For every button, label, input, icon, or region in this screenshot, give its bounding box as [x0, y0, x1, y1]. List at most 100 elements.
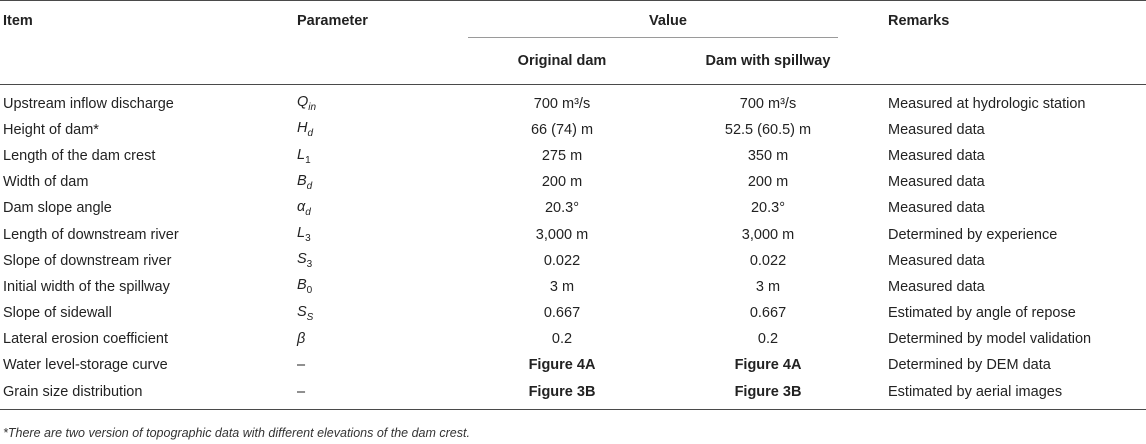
header-parameter: Parameter: [290, 0, 462, 38]
cell-item: Water level-storage curve: [3, 357, 168, 374]
parameter-subscript: d: [305, 206, 311, 218]
cell-remarks: Estimated by angle of repose: [888, 305, 1076, 322]
cell-original-dam[interactable]: Figure 4A: [528, 357, 596, 374]
parameter-symbol: S: [297, 303, 307, 320]
cell-parameter: Hd: [290, 117, 462, 143]
header-original-dam: Original dam: [462, 37, 662, 85]
parameter-subscript: 3: [305, 232, 311, 244]
cell-item: Grain size distribution: [0, 378, 290, 410]
cell-item: Slope of downstream river: [3, 252, 172, 269]
cell-remarks: Measured data: [888, 174, 985, 191]
cell-dam-with-spillway: 700 m³/s: [739, 95, 797, 112]
cell-original-dam: 0.2: [551, 331, 573, 348]
cell-item: Dam slope angle: [3, 200, 112, 217]
table-row: Grain size distribution – Figure 3B Figure …: [0, 378, 1146, 410]
parameter-symbol: β: [297, 331, 306, 348]
table-row: Dam slope angle αd 20.3° 20.3° Measured data: [0, 195, 1146, 221]
cell-item: Width of dam: [3, 174, 89, 191]
parameter-symbol: B: [297, 172, 307, 189]
cell-original-dam: 3 m: [549, 278, 575, 295]
cell-original-dam: 700 m³/s: [533, 95, 591, 112]
cell-remarks: Determined by experience: [888, 226, 1058, 243]
table-row: Slope of downstream river S3 0.022 0.022 Mea…: [0, 248, 1146, 274]
cell-parameter: SS: [290, 300, 462, 326]
parameter-symbol: Q: [297, 94, 309, 111]
cell-remarks: Determined by DEM data: [888, 357, 1051, 374]
cell-dam-with-spillway[interactable]: Figure 3B: [662, 378, 874, 410]
table-body: Upstream inflow discharge Qin 700 m³/s 700 …: [0, 84, 1146, 410]
table-row: Length of downstream river L3 3,000 m 3,000…: [0, 221, 1146, 247]
cell-item: Upstream inflow discharge: [3, 95, 174, 112]
cell-original-dam: 200 m: [541, 174, 583, 191]
parameter-symbol: L: [297, 146, 306, 163]
cell-remarks: Measured data: [888, 278, 985, 295]
cell-parameter: –: [290, 352, 462, 378]
table-row: Width of dam Bd 200 m 200 m Measured data: [0, 169, 1146, 195]
cell-original-dam[interactable]: Figure 3B: [462, 378, 662, 410]
cell-original-dam: 20.3°: [544, 200, 580, 217]
table-row: Slope of sidewall SS 0.667 0.667 Estimated b…: [0, 300, 1146, 326]
subheader-row: Original dam Dam with spillway: [0, 37, 1146, 85]
cell-original-dam: 0.022: [543, 252, 581, 269]
cell-remarks: Measured at hydrologic station: [888, 95, 1086, 112]
header-dam-with-spillway: Dam with spillway: [662, 37, 874, 85]
table-row: Upstream inflow discharge Qin 700 m³/s 700 …: [0, 84, 1146, 117]
header-value-label: Value: [649, 13, 687, 29]
subheader-blank-item: [0, 37, 290, 85]
cell-dam-with-spillway: 0.667: [749, 305, 787, 322]
parameter-symbol: L: [297, 225, 306, 242]
cell-item: Slope of sidewall: [3, 305, 112, 322]
table-row: Length of the dam crest L1 275 m 350 m Measu…: [0, 143, 1146, 169]
cell-remarks: Estimated by aerial images: [874, 378, 1146, 410]
cell-dam-with-spillway: 20.3°: [750, 200, 786, 217]
cell-parameter: Bd: [290, 169, 462, 195]
cell-parameter: –: [290, 378, 462, 410]
cell-parameter: β: [290, 326, 462, 352]
cell-parameter: L3: [290, 221, 462, 247]
subheader-blank-remarks: [874, 37, 1146, 85]
parameter-symbol: H: [297, 120, 308, 137]
cell-dam-with-spillway: 0.022: [749, 252, 787, 269]
header-remarks: Remarks: [874, 0, 1146, 38]
cell-original-dam: 66 (74) m: [530, 121, 594, 138]
header-row: Item Parameter Value Remarks: [0, 0, 1146, 38]
cell-item: Initial width of the spillway: [3, 278, 170, 295]
cell-original-dam: 275 m: [541, 147, 583, 164]
table-row: Initial width of the spillway B0 3 m 3 m Mea…: [0, 274, 1146, 300]
cell-parameter: B0: [290, 274, 462, 300]
cell-remarks: Measured data: [888, 147, 985, 164]
parameter-symbol: –: [297, 383, 306, 400]
parameter-symbol: α: [297, 198, 306, 215]
parameter-symbol: –: [297, 357, 306, 374]
header-item: Item: [0, 0, 290, 38]
header-value: Value: [462, 0, 874, 38]
parameter-subscript: S: [306, 311, 314, 323]
cell-item: Length of downstream river: [3, 226, 179, 243]
table-row: Lateral erosion coefficient β 0.2 0.2 Determ…: [0, 326, 1146, 352]
cell-parameter: S3: [290, 248, 462, 274]
cell-parameter: Qin: [290, 84, 462, 117]
parameter-subscript: d: [306, 180, 313, 192]
cell-dam-with-spillway: 350 m: [747, 147, 789, 164]
parameters-table: Item Parameter Value Remarks Original da…: [0, 0, 1146, 410]
cell-dam-with-spillway: 0.2: [757, 331, 779, 348]
cell-item: Height of dam*: [3, 121, 99, 138]
cell-parameter: L1: [290, 143, 462, 169]
table-container: Item Parameter Value Remarks Original da…: [0, 0, 1146, 410]
table-row: Height of dam* Hd 66 (74) m 52.5 (60.5) m Me…: [0, 117, 1146, 143]
parameter-subscript: 1: [305, 154, 311, 166]
cell-original-dam: 0.667: [543, 305, 581, 322]
cell-dam-with-spillway[interactable]: Figure 4A: [734, 357, 802, 374]
cell-dam-with-spillway: 3 m: [755, 278, 781, 295]
table-footnote: *There are two version of topographic da…: [3, 426, 470, 440]
parameter-subscript: in: [308, 102, 317, 114]
cell-original-dam: 3,000 m: [535, 226, 589, 243]
cell-item: Length of the dam crest: [3, 147, 156, 164]
cell-dam-with-spillway: 200 m: [747, 174, 789, 191]
cell-remarks: Measured data: [888, 121, 985, 138]
cell-item: Lateral erosion coefficient: [3, 331, 168, 348]
cell-dam-with-spillway: 52.5 (60.5) m: [724, 121, 812, 138]
parameter-subscript: d: [307, 128, 314, 140]
cell-parameter: αd: [290, 195, 462, 221]
parameter-subscript: 3: [306, 259, 313, 271]
